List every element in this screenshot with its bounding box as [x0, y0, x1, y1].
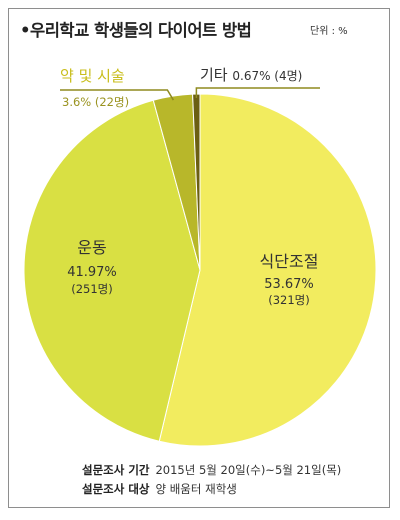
survey-period-label: 설문조사 기간 [82, 463, 150, 477]
pie-slice-0 [158, 93, 377, 447]
slice-value-0: 53.67% [264, 277, 314, 292]
survey-target-label: 설문조사 대상 [82, 482, 150, 496]
slice-label-1: 운동 [77, 238, 106, 257]
leader-line-2 [60, 89, 175, 101]
slice-value-1: 41.97% [67, 265, 117, 280]
chart-title: •우리학교 학생들의 다이어트 방법 [20, 21, 252, 40]
slice-value-3: 0.67% (4명) [232, 69, 302, 83]
slice-label-0: 식단조절 [260, 252, 319, 271]
survey-target-value: 양 배움터 재학생 [155, 482, 237, 496]
slice-label-3: 기타 0.67% (4명) [200, 66, 302, 84]
slice-count-1: (251명) [71, 282, 113, 296]
leader-line-3 [195, 87, 320, 99]
survey-target: 설문조사 대상 양 배움터 재학생 [82, 481, 237, 497]
slice-label-2: 약 및 시술 [60, 67, 125, 85]
pie-slice-1 [23, 99, 201, 442]
survey-period: 설문조사 기간 2015년 5월 20일(수)~5월 21일(목) [82, 462, 341, 478]
survey-period-value: 2015년 5월 20일(수)~5월 21일(목) [155, 463, 342, 477]
unit-label: 단위 : % [310, 26, 348, 37]
slice-value-2: 3.6% (22명) [62, 95, 129, 109]
slice-count-0: (321명) [268, 293, 310, 307]
